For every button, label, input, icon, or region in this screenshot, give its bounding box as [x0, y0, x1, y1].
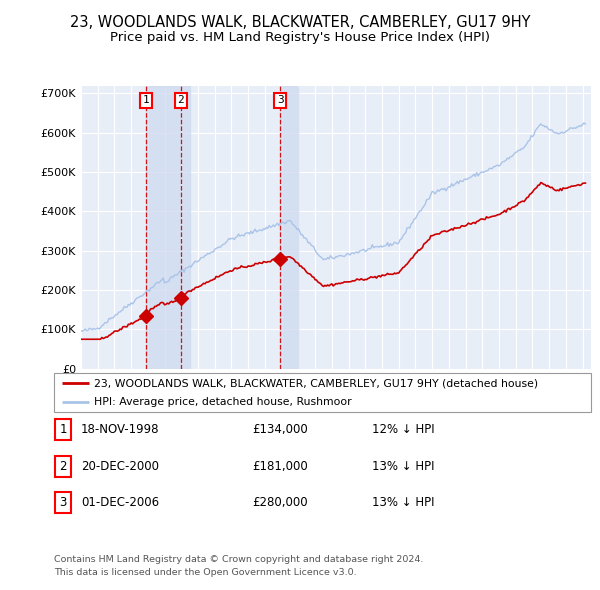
- Bar: [280, 86, 298, 369]
- Text: 13% ↓ HPI: 13% ↓ HPI: [372, 496, 434, 509]
- Text: Contains HM Land Registry data © Crown copyright and database right 2024.
This d: Contains HM Land Registry data © Crown c…: [54, 555, 424, 577]
- Text: 23, WOODLANDS WALK, BLACKWATER, CAMBERLEY, GU17 9HY: 23, WOODLANDS WALK, BLACKWATER, CAMBERLE…: [70, 15, 530, 30]
- Text: 2: 2: [59, 460, 67, 473]
- Text: 01-DEC-2006: 01-DEC-2006: [81, 496, 159, 509]
- Text: 20-DEC-2000: 20-DEC-2000: [81, 460, 159, 473]
- Text: 13% ↓ HPI: 13% ↓ HPI: [372, 460, 434, 473]
- Text: 18-NOV-1998: 18-NOV-1998: [81, 423, 160, 436]
- FancyBboxPatch shape: [55, 419, 71, 440]
- Text: 3: 3: [277, 96, 284, 106]
- Text: £181,000: £181,000: [252, 460, 308, 473]
- FancyBboxPatch shape: [55, 455, 71, 477]
- Text: 3: 3: [59, 496, 67, 509]
- Text: HPI: Average price, detached house, Rushmoor: HPI: Average price, detached house, Rush…: [94, 397, 352, 407]
- Text: £134,000: £134,000: [252, 423, 308, 436]
- Text: 12% ↓ HPI: 12% ↓ HPI: [372, 423, 434, 436]
- FancyBboxPatch shape: [55, 492, 71, 513]
- Text: £280,000: £280,000: [252, 496, 308, 509]
- FancyBboxPatch shape: [54, 373, 591, 412]
- Text: 23, WOODLANDS WALK, BLACKWATER, CAMBERLEY, GU17 9HY (detached house): 23, WOODLANDS WALK, BLACKWATER, CAMBERLE…: [94, 378, 538, 388]
- Text: 1: 1: [143, 96, 149, 106]
- Text: 1: 1: [59, 423, 67, 436]
- Text: Price paid vs. HM Land Registry's House Price Index (HPI): Price paid vs. HM Land Registry's House …: [110, 31, 490, 44]
- Bar: [146, 86, 190, 369]
- Text: 2: 2: [177, 96, 184, 106]
